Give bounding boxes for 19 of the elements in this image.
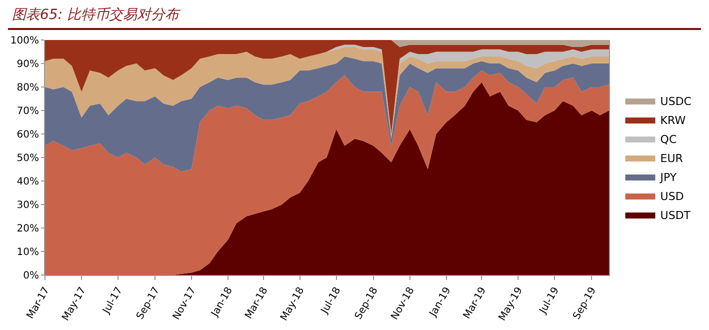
chart-title: 图表65: 比特币交易对分布 — [8, 6, 701, 30]
legend-label: JPY — [659, 170, 677, 184]
y-tick-label: 0% — [23, 270, 39, 282]
y-tick-label: 30% — [16, 200, 39, 211]
legend-label: USDT — [660, 208, 691, 222]
y-tick-label: 60% — [16, 130, 39, 140]
y-tick-label: 70% — [16, 106, 39, 117]
legend-label: KRW — [660, 114, 686, 127]
y-tick-label: 10% — [16, 247, 39, 258]
legend-label: QC — [660, 132, 677, 146]
y-tick-label: 20% — [16, 224, 39, 234]
y-tick-label: 80% — [16, 82, 39, 94]
y-tick-label: 100% — [10, 36, 39, 46]
legend-label: USD — [660, 190, 684, 203]
y-tick-label: 50% — [16, 153, 39, 164]
legend-label: EUR — [660, 152, 684, 165]
y-tick-label: 90% — [16, 59, 39, 70]
legend-label: USDC — [660, 94, 692, 108]
y-tick-label: 40% — [16, 176, 39, 188]
